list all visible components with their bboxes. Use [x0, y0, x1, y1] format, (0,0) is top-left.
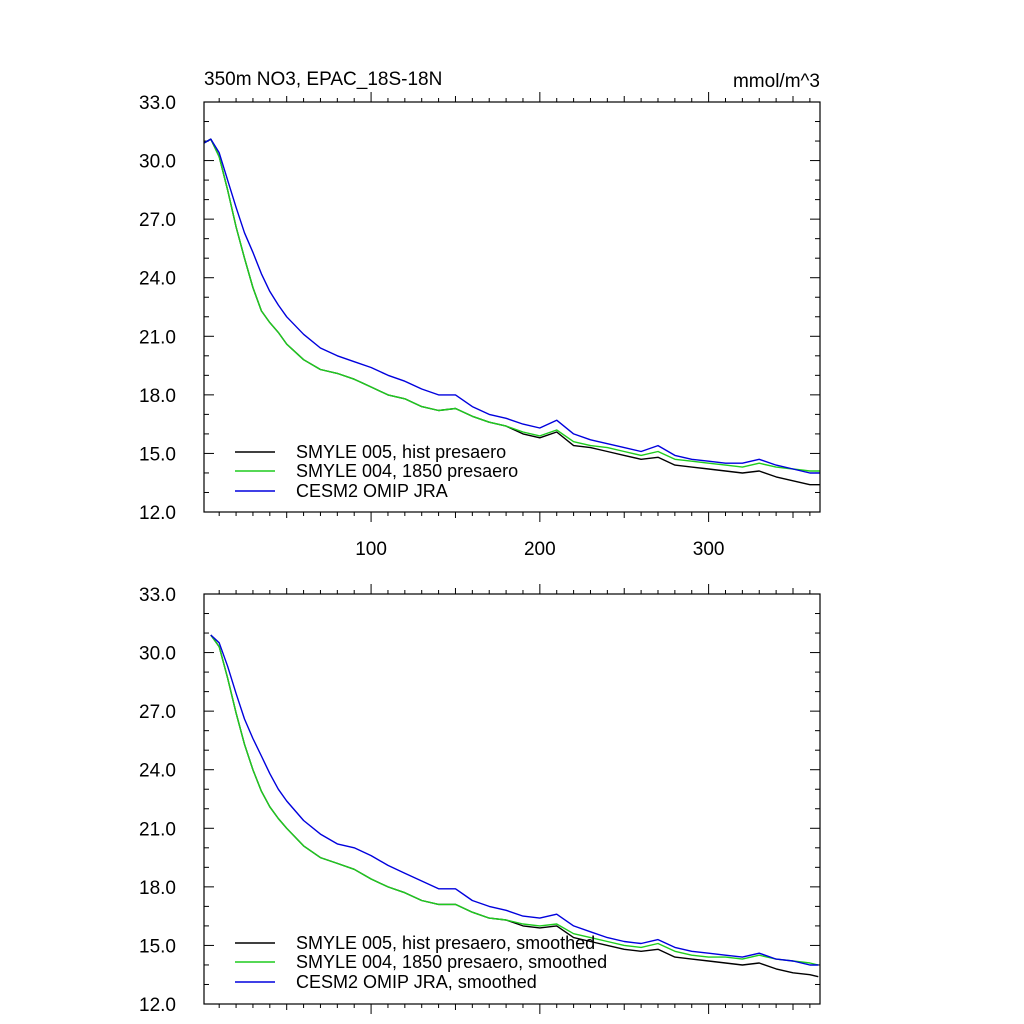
y-axis-labels: 12.0 15.0 18.0 21.0 24.0 27.0 30.0 33.0	[139, 93, 176, 524]
y-tick-label: 30.0	[139, 644, 176, 665]
legend-label-smyle-005: SMYLE 005, hist presaero, smoothed	[296, 933, 595, 953]
y-tick-label: 33.0	[139, 585, 176, 606]
y-tick-label: 12.0	[139, 995, 176, 1016]
legend-label-cesm2-omip: CESM2 OMIP JRA, smoothed	[296, 972, 537, 992]
y-tick-label: 33.0	[139, 93, 176, 114]
legend-label-cesm2-omip: CESM2 OMIP JRA	[296, 481, 448, 501]
y-tick-label: 27.0	[139, 210, 176, 231]
x-tick-label: 200	[524, 539, 556, 560]
legend-label-smyle-005: SMYLE 005, hist presaero	[296, 442, 506, 462]
series-line-cesm2-omip-jra-smoothed	[210, 634, 819, 966]
series-line-smyle-005-hist-presaero-smoothed	[210, 634, 819, 978]
y-tick-label: 27.0	[139, 702, 176, 723]
panel-top: 350m NO3, EPAC_18S-18N mmol/m^3 12.0 15.0…	[139, 69, 821, 560]
legend-label-smyle-004: SMYLE 004, 1850 presaero	[296, 461, 518, 481]
y-axis-labels: 12.0 15.0 18.0 21.0 24.0 27.0 30.0 33.0	[139, 585, 176, 1016]
y-tick-label: 24.0	[139, 269, 176, 290]
x-tick-label: 300	[693, 539, 725, 560]
series-line-smyle-004-1850-presaero-smoothed	[210, 634, 819, 966]
y-tick-label: 12.0	[139, 503, 176, 524]
panel-bottom: 12.0 15.0 18.0 21.0 24.0 27.0 30.0 33.0 SMYLE 0…	[139, 584, 821, 1016]
y-tick-label: 30.0	[139, 152, 176, 173]
series-line-smyle-005-hist-presaero	[203, 138, 820, 486]
y-tick-label: 18.0	[139, 878, 176, 899]
y-tick-label: 15.0	[139, 936, 176, 957]
y-tick-label: 21.0	[139, 327, 176, 348]
y-tick-label: 18.0	[139, 386, 176, 407]
x-axis-labels: 100 200 300	[355, 539, 724, 560]
chart-title: 350m NO3, EPAC_18S-18N	[204, 69, 442, 90]
series-line-cesm2-omip-jra	[203, 138, 820, 474]
legend-label-smyle-004: SMYLE 004, 1850 presaero, smoothed	[296, 952, 607, 972]
x-tick-label: 100	[355, 539, 387, 560]
series-lines	[210, 634, 819, 978]
plot-frame	[203, 101, 821, 513]
plot-frame	[203, 593, 821, 1005]
y-tick-label: 21.0	[139, 819, 176, 840]
y-tick-label: 15.0	[139, 444, 176, 465]
axis-ticks	[204, 584, 820, 1014]
y-tick-label: 24.0	[139, 761, 176, 782]
series-line-smyle-004-1850-presaero	[203, 138, 820, 472]
units-label: mmol/m^3	[733, 71, 820, 92]
legend: SMYLE 005, hist presaero, smoothed SMYLE…	[235, 933, 607, 992]
legend: SMYLE 005, hist presaero SMYLE 004, 1850…	[235, 442, 518, 501]
series-lines	[203, 138, 820, 486]
